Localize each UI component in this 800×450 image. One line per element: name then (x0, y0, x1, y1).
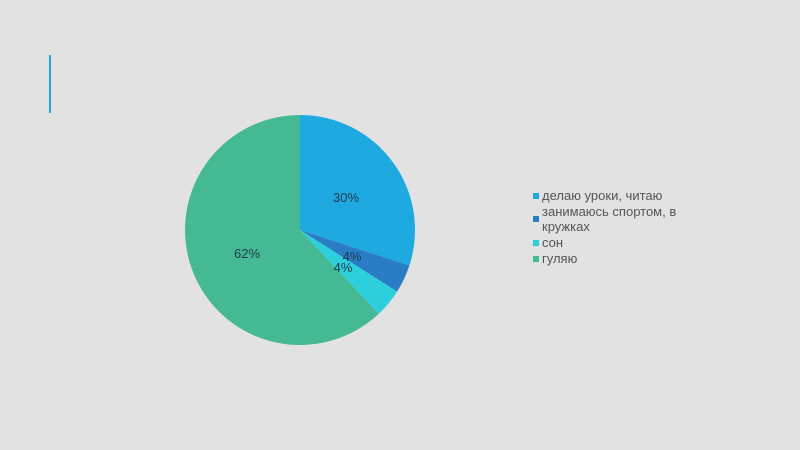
legend-swatch (533, 240, 539, 246)
pie-slice-2 (300, 230, 410, 292)
pie-slice-1 (300, 115, 415, 266)
legend-swatch (533, 256, 539, 262)
legend-item: делаю уроки, читаю (533, 188, 713, 203)
accent-line (49, 55, 51, 113)
pie-slice-3 (300, 230, 398, 314)
legend-label: делаю уроки, читаю (542, 188, 663, 203)
data-label: 4% (343, 249, 362, 264)
legend-label: занимаюсь спортом, в кружках (542, 204, 677, 234)
legend: делаю уроки, читаю занимаюсь спортом, в к… (533, 188, 713, 267)
legend-item: гуляю (533, 251, 713, 266)
legend-item: занимаюсь спортом, в кружках (533, 204, 713, 234)
data-label: 62% (234, 246, 260, 261)
pie-slice-4 (184, 115, 379, 346)
data-label: 30% (333, 190, 359, 205)
legend-swatch (533, 193, 539, 199)
legend-item: сон (533, 235, 713, 250)
legend-swatch (533, 216, 539, 222)
legend-label: гуляю (542, 251, 578, 266)
legend-label: сон (542, 235, 564, 250)
data-label: 4% (334, 260, 353, 275)
